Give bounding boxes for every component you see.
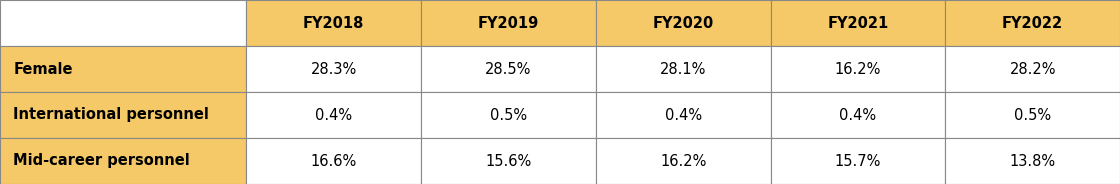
Bar — [945, 0, 1120, 46]
Bar — [0, 46, 246, 92]
Text: 0.5%: 0.5% — [1014, 107, 1052, 123]
Text: 0.4%: 0.4% — [664, 107, 702, 123]
Bar — [945, 46, 1120, 92]
Text: 28.1%: 28.1% — [660, 61, 707, 77]
Bar — [771, 0, 945, 46]
Bar — [945, 138, 1120, 184]
Text: 28.5%: 28.5% — [485, 61, 532, 77]
Text: 16.2%: 16.2% — [834, 61, 881, 77]
Bar — [945, 92, 1120, 138]
Text: 13.8%: 13.8% — [1009, 153, 1056, 169]
Text: 28.2%: 28.2% — [1009, 61, 1056, 77]
Text: Mid-career personnel: Mid-career personnel — [13, 153, 190, 169]
Text: FY2021: FY2021 — [828, 15, 888, 31]
Bar — [421, 46, 596, 92]
Bar — [596, 46, 771, 92]
Bar — [246, 138, 421, 184]
Bar — [246, 0, 421, 46]
Bar — [246, 92, 421, 138]
Text: 28.3%: 28.3% — [310, 61, 357, 77]
Bar — [596, 92, 771, 138]
Text: 0.5%: 0.5% — [489, 107, 528, 123]
Bar — [421, 0, 596, 46]
Text: 16.6%: 16.6% — [310, 153, 357, 169]
Bar — [771, 138, 945, 184]
Text: 15.6%: 15.6% — [485, 153, 532, 169]
Text: FY2018: FY2018 — [304, 15, 364, 31]
Text: 16.2%: 16.2% — [660, 153, 707, 169]
Bar — [421, 138, 596, 184]
Text: International personnel: International personnel — [13, 107, 209, 123]
Bar — [246, 46, 421, 92]
Bar — [596, 0, 771, 46]
Text: 0.4%: 0.4% — [839, 107, 877, 123]
Bar — [596, 138, 771, 184]
Bar — [0, 0, 246, 46]
Text: FY2022: FY2022 — [1002, 15, 1063, 31]
Bar — [771, 46, 945, 92]
Bar — [421, 92, 596, 138]
Text: 15.7%: 15.7% — [834, 153, 881, 169]
Text: 0.4%: 0.4% — [315, 107, 353, 123]
Bar — [0, 138, 246, 184]
Text: FY2020: FY2020 — [653, 15, 713, 31]
Bar — [0, 92, 246, 138]
Bar — [771, 92, 945, 138]
Text: Female: Female — [13, 61, 73, 77]
Text: FY2019: FY2019 — [478, 15, 539, 31]
